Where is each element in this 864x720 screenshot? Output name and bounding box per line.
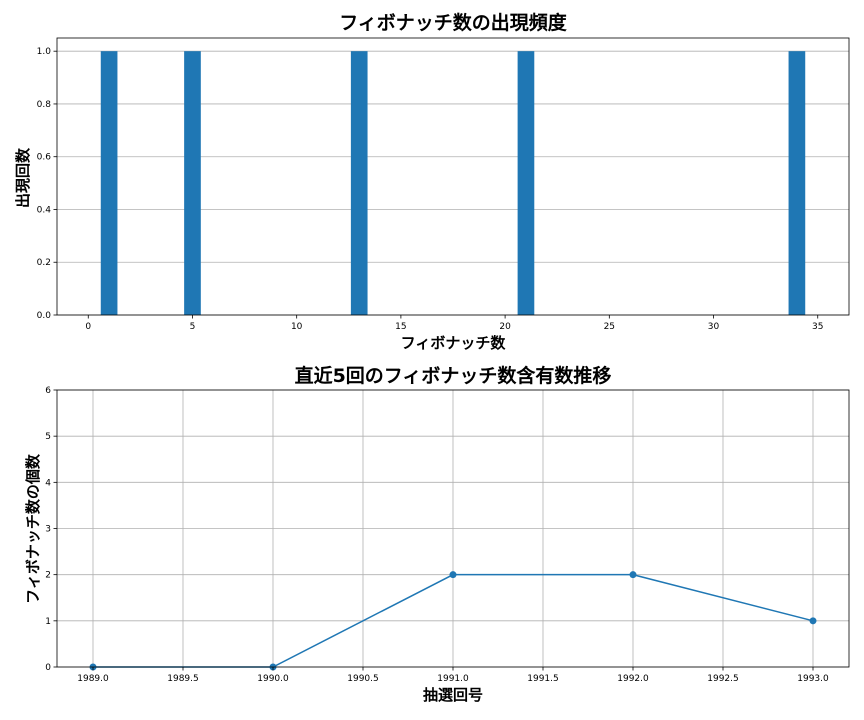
chart2-y-tick-label: 5 [45,432,51,442]
chart1-y-tick-label: 0.0 [37,311,52,321]
chart1-y-label: 出現回数 [14,147,32,208]
chart2-y-tick-label: 6 [45,386,51,396]
chart1-x-tick-label: 15 [395,322,406,332]
chart1-x-tick-label: 30 [708,322,720,332]
chart2-y-tick-label: 4 [45,478,51,488]
chart2-x-tick-label: 1990.5 [347,674,379,684]
chart2-x-tick-label: 1989.0 [77,674,109,684]
chart2-y-tick-label: 0 [45,663,51,673]
chart1-y-tick-label: 0.8 [37,100,52,110]
chart1-x-tick-label: 20 [499,322,511,332]
chart1-x-tick-label: 0 [85,322,91,332]
chart1-x-tick-label: 35 [812,322,823,332]
chart2-x-tick-label: 1993.0 [797,674,829,684]
chart2-x-tick-label: 1989.5 [167,674,199,684]
chart2-title: 直近5回のフィボナッチ数含有数推移 [295,364,612,387]
chart1-y-ticks: 0.0 0.2 0.4 0.6 0.8 1.0 [37,47,57,321]
chart2-y-label: フィボナッチ数の個数 [24,453,42,604]
chart2-y-ticks: 0 1 2 3 4 5 6 [45,386,57,673]
chart2-x-tick-label: 1991.5 [527,674,559,684]
chart2-point [449,571,457,579]
chart1-bars [100,51,806,315]
chart1-bar [788,51,806,315]
chart2-x-tick-label: 1992.0 [617,674,649,684]
chart1-grid [57,50,849,316]
chart2-y-tick-label: 3 [45,525,51,535]
chart2-grid [57,389,849,668]
chart1-bar [517,51,535,315]
chart2-x-ticks: 1989.0 1989.5 1990.0 1990.5 1991.0 1991.5 1992… [77,667,829,684]
bar-chart-fibonacci-frequency: フィボナッチ数の出現頻度 0 5 10 15 20 25 30 35 0.0 0.2 0.4 0.6… [14,11,850,352]
line-chart-fibonacci-count-trend: 直近5回のフィボナッチ数含有数推移 1989.0 1989.5 1990.0 1990… [24,364,850,704]
chart1-y-tick-label: 0.2 [37,258,51,268]
chart1-y-tick-label: 0.4 [37,205,52,215]
chart2-x-tick-label: 1990.0 [257,674,289,684]
chart1-y-tick-label: 1.0 [37,47,52,57]
chart1-x-label: フィボナッチ数 [401,334,507,352]
chart2-x-tick-label: 1992.5 [707,674,739,684]
chart1-axes-frame [56,37,850,316]
chart2-x-tick-label: 1991.0 [437,674,469,684]
chart1-title: フィボナッチ数の出現頻度 [339,11,568,34]
chart2-x-label: 抽選回号 [423,686,483,704]
chart1-x-ticks: 0 5 10 15 20 25 30 35 [85,315,823,332]
chart1-bar [184,51,201,315]
chart1-x-tick-label: 5 [190,322,196,332]
chart1-y-tick-label: 0.6 [37,153,52,163]
chart2-y-tick-label: 1 [45,617,51,627]
chart1-x-tick-label: 10 [291,322,303,332]
chart2-y-tick-label: 2 [45,571,51,581]
chart1-x-tick-label: 25 [604,322,615,332]
chart1-bar [100,51,118,315]
chart1-bar [350,51,368,315]
chart2-point [629,571,637,579]
chart2-point [809,617,817,625]
